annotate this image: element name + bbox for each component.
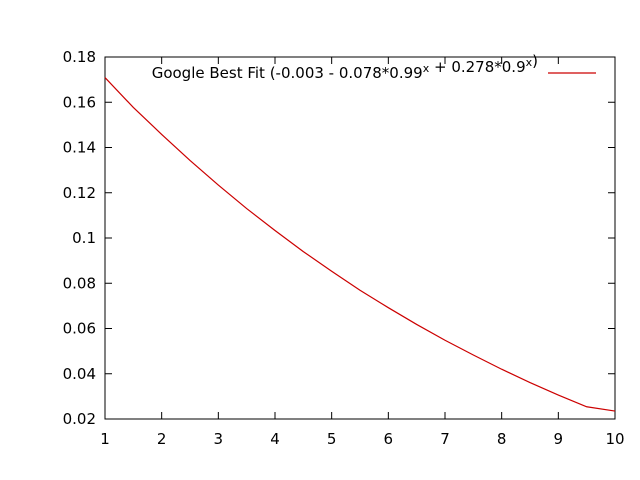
y-tick-label: 0.18 — [63, 48, 96, 66]
series-line — [104, 77, 616, 412]
y-tick-label: 0.08 — [63, 274, 96, 292]
legend: Google Best Fit (-0.003 - 0.078*0.99x + … — [152, 52, 596, 82]
y-tick-label: 0.06 — [63, 320, 96, 338]
x-tick-label: 7 — [440, 430, 450, 448]
x-tick-label: 6 — [384, 430, 394, 448]
y-tick-label: 0.16 — [63, 93, 96, 111]
x-tick-labels: 1 2 3 4 5 6 7 8 9 10 — [100, 430, 624, 448]
x-tick-label: 8 — [497, 430, 507, 448]
y-tick-label: 0.04 — [63, 365, 96, 383]
x-tick-label: 10 — [605, 430, 624, 448]
y-tick-labels: 0.02 0.04 0.06 0.08 0.1 0.12 0.14 0.16 0.18 — [63, 48, 96, 428]
y-tick-label: 0.14 — [63, 139, 96, 157]
y-tick-label: 0.02 — [63, 410, 96, 428]
x-tick-label: 4 — [270, 430, 280, 448]
x-tick-label: 3 — [214, 430, 224, 448]
x-tick-label: 1 — [100, 430, 110, 448]
legend-label: Google Best Fit (-0.003 - 0.078*0.99x + … — [152, 52, 538, 82]
series-layer — [104, 77, 616, 412]
x-tick-label: 9 — [554, 430, 564, 448]
y-tick-label: 0.1 — [72, 229, 96, 247]
plot-frame — [104, 56, 616, 420]
x-tick-label: 2 — [157, 430, 167, 448]
x-tick-label: 5 — [327, 430, 337, 448]
y-tick-label: 0.12 — [63, 184, 96, 202]
axis-ticks — [104, 56, 616, 420]
